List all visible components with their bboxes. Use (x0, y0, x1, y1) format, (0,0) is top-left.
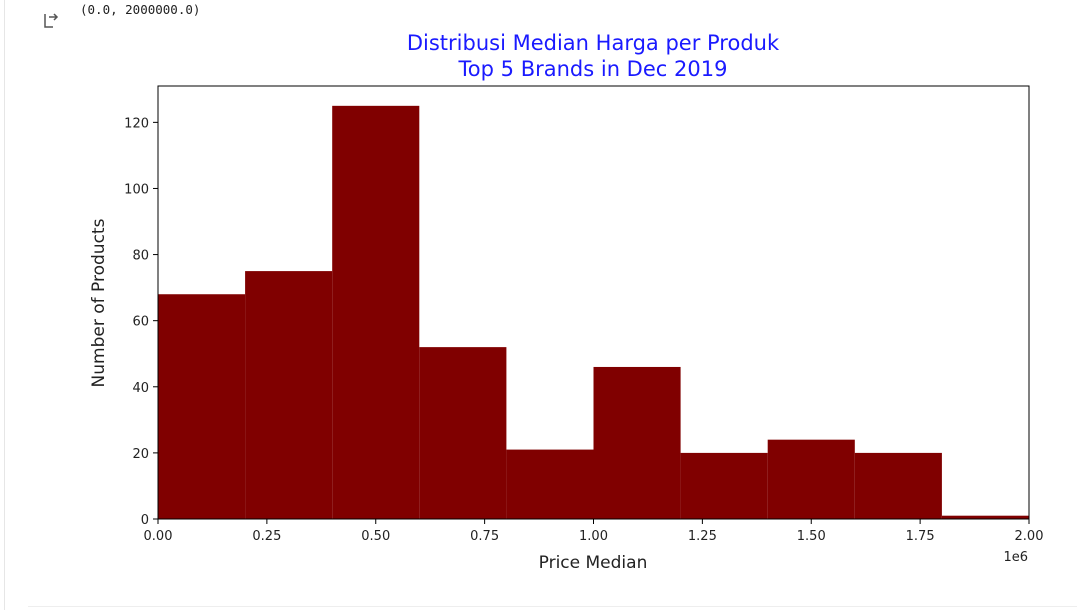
y-tick-label-0: 0 (141, 513, 149, 528)
y-tick-label-3: 60 (132, 315, 149, 330)
x-tick-label-1: 0.25 (252, 529, 281, 544)
x-axis-offset-label: 1e6 (1003, 550, 1028, 565)
histogram-bar-3 (419, 347, 507, 519)
histogram-bar-2 (332, 105, 420, 519)
output-arrow-icon[interactable] (42, 12, 62, 32)
y-tick-label-6: 120 (124, 116, 149, 131)
chart-subtitle: Top 5 Brands in Dec 2019 (458, 57, 728, 81)
histogram-bar-9 (941, 515, 1029, 519)
x-tick-label-2: 0.50 (361, 529, 390, 544)
x-tick-label-0: 0.00 (144, 529, 173, 544)
y-tick-label-5: 100 (124, 182, 149, 197)
x-tick-label-6: 1.50 (797, 529, 826, 544)
x-tick-label-5: 1.25 (688, 529, 717, 544)
x-tick-label-7: 1.75 (906, 529, 935, 544)
y-tick-label-2: 40 (132, 381, 149, 396)
y-axis-label: Number of Products (89, 218, 109, 387)
histogram-bar-6 (680, 452, 768, 519)
chart-title: Distribusi Median Harga per Produk (407, 31, 780, 55)
histogram-bar-4 (506, 449, 594, 519)
output-arrow-glyph (44, 13, 59, 28)
x-tick-label-8: 2.00 (1015, 529, 1044, 544)
histogram-bar-7 (767, 439, 855, 519)
y-tick-label-1: 20 (132, 447, 149, 462)
y-axis-ticks: 0 20 40 60 80 100 120 (124, 116, 158, 528)
x-axis-ticks: 0.00 0.25 0.50 0.75 1.00 1.25 1.50 1.75 2.00 (144, 519, 1044, 544)
histogram-bar-1 (245, 271, 333, 519)
histogram-bar-0 (158, 294, 246, 519)
histogram-bar-8 (854, 452, 942, 519)
bars-group (158, 105, 1029, 519)
cell-bottom-border (28, 606, 1077, 607)
x-tick-label-4: 1.00 (579, 529, 608, 544)
output-text: (0.0, 2000000.0) (80, 2, 201, 17)
y-tick-label-4: 80 (132, 249, 149, 264)
x-axis-label: Price Median (539, 553, 648, 573)
histogram-bar-5 (593, 366, 681, 519)
cell-left-border (4, 0, 5, 610)
x-tick-label-3: 0.75 (470, 529, 499, 544)
